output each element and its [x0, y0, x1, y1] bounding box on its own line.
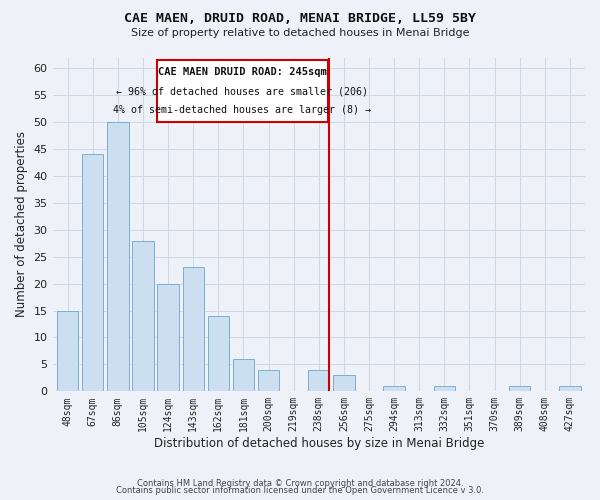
Bar [57, 310, 78, 392]
Bar [383, 386, 405, 392]
Text: CAE MAEN DRUID ROAD: 245sqm: CAE MAEN DRUID ROAD: 245sqm [158, 66, 326, 76]
Bar [233, 359, 254, 392]
Text: Size of property relative to detached houses in Menai Bridge: Size of property relative to detached ho… [131, 28, 469, 38]
Bar [559, 386, 581, 392]
Bar [107, 122, 128, 392]
Bar [82, 154, 103, 392]
Bar [308, 370, 329, 392]
Text: Contains public sector information licensed under the Open Government Licence v : Contains public sector information licen… [116, 486, 484, 495]
Bar [509, 386, 530, 392]
Text: 4% of semi-detached houses are larger (8) →: 4% of semi-detached houses are larger (8… [113, 106, 371, 116]
Bar [434, 386, 455, 392]
FancyBboxPatch shape [157, 60, 328, 122]
Bar [132, 240, 154, 392]
Bar [208, 316, 229, 392]
X-axis label: Distribution of detached houses by size in Menai Bridge: Distribution of detached houses by size … [154, 437, 484, 450]
Text: CAE MAEN, DRUID ROAD, MENAI BRIDGE, LL59 5BY: CAE MAEN, DRUID ROAD, MENAI BRIDGE, LL59… [124, 12, 476, 26]
Bar [157, 284, 179, 392]
Text: Contains HM Land Registry data © Crown copyright and database right 2024.: Contains HM Land Registry data © Crown c… [137, 478, 463, 488]
Y-axis label: Number of detached properties: Number of detached properties [15, 132, 28, 318]
Bar [182, 268, 204, 392]
Text: ← 96% of detached houses are smaller (206): ← 96% of detached houses are smaller (20… [116, 86, 368, 96]
Bar [258, 370, 279, 392]
Bar [333, 375, 355, 392]
